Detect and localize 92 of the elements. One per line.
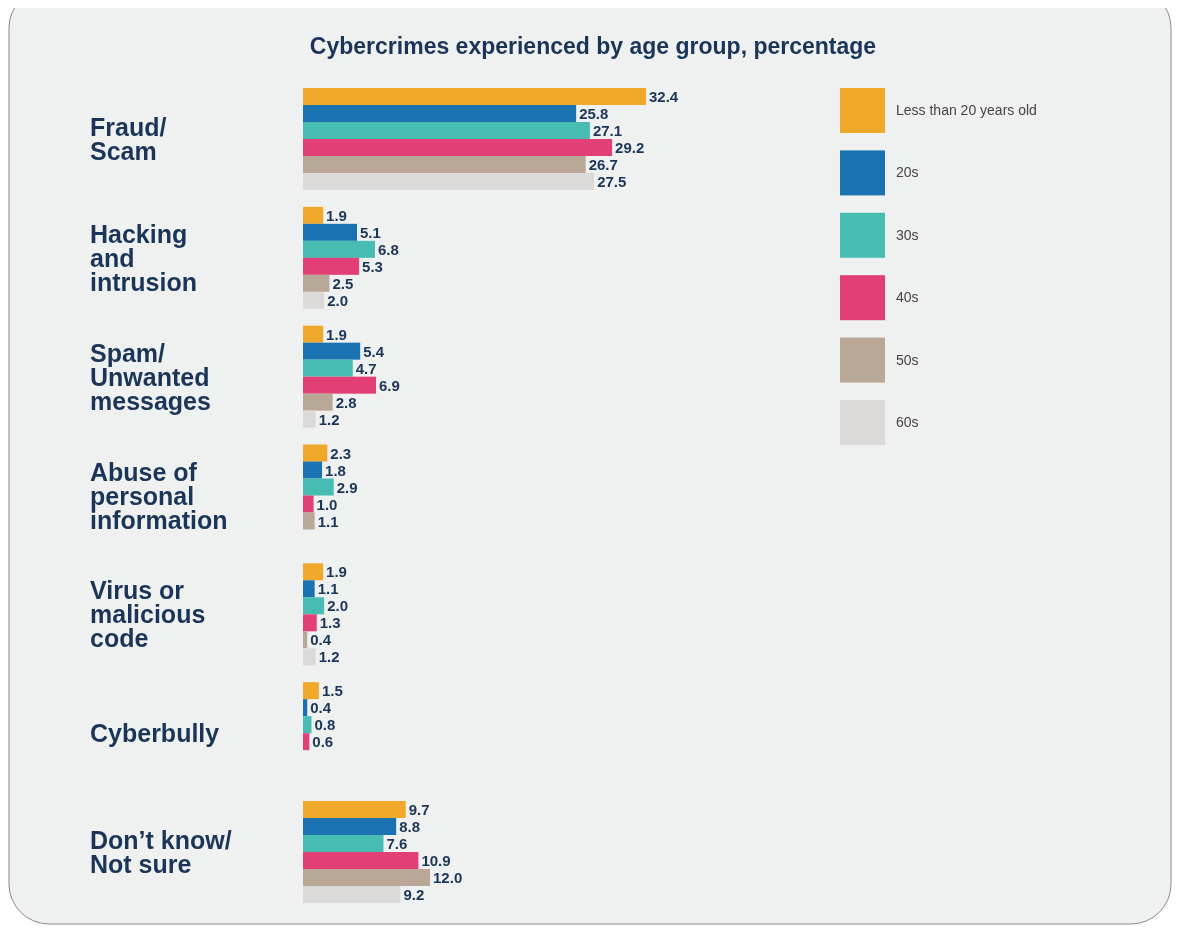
data-label: 1.9 bbox=[326, 325, 347, 343]
y-tick-label: Hacking and intrusion bbox=[90, 219, 197, 296]
data-label: 1.3 bbox=[319, 614, 341, 632]
data-label: 6.9 bbox=[379, 376, 400, 394]
bar bbox=[303, 563, 324, 581]
data-label: 2.0 bbox=[327, 291, 349, 309]
data-label: 9.7 bbox=[408, 801, 430, 818]
bar bbox=[303, 835, 384, 852]
data-label: 0.4 bbox=[310, 631, 332, 649]
data-label: 25.8 bbox=[579, 105, 609, 122]
bar bbox=[303, 461, 323, 479]
bar bbox=[303, 682, 319, 700]
text: 20s bbox=[896, 164, 919, 181]
bar bbox=[303, 716, 312, 734]
bar bbox=[303, 223, 357, 241]
data-label: 7.6 bbox=[386, 835, 408, 852]
data-label: 4.7 bbox=[355, 359, 377, 377]
data-label: 8.8 bbox=[399, 818, 421, 835]
bar bbox=[303, 291, 325, 309]
data-label: 2.3 bbox=[330, 444, 352, 462]
data-label: 1.1 bbox=[317, 512, 339, 530]
data-label: 0.4 bbox=[310, 699, 332, 717]
bar bbox=[303, 325, 324, 343]
data-label: 5.4 bbox=[363, 342, 385, 360]
data-label: 1.9 bbox=[326, 563, 347, 581]
bar bbox=[303, 342, 361, 360]
y-tick-label: Virus or malicious code bbox=[90, 576, 206, 653]
bar bbox=[303, 886, 401, 903]
data-label: 2.0 bbox=[327, 597, 349, 615]
text: 60s bbox=[896, 414, 919, 430]
bar bbox=[303, 614, 317, 632]
data-label: 27.1 bbox=[592, 122, 623, 139]
data-label: 29.2 bbox=[615, 139, 645, 156]
text: Less than 20 years old bbox=[896, 102, 1037, 118]
data-label: 26.7 bbox=[588, 156, 618, 173]
data-label: 5.1 bbox=[359, 223, 381, 241]
data-label: 5.3 bbox=[362, 257, 383, 275]
bar bbox=[303, 580, 315, 598]
data-label: 1.2 bbox=[318, 410, 340, 428]
bar bbox=[303, 393, 333, 411]
y-tick-label: Spam/ Unwanted messages bbox=[90, 338, 211, 415]
data-label: 1.0 bbox=[316, 495, 338, 513]
data-label: 1.8 bbox=[325, 461, 346, 479]
bar bbox=[303, 257, 360, 275]
text: 30s bbox=[896, 226, 919, 243]
bar bbox=[303, 512, 315, 530]
bar bbox=[303, 631, 308, 649]
bar bbox=[303, 648, 316, 666]
y-tick-label: Cyberbully bbox=[90, 719, 220, 748]
data-label: 12.0 bbox=[433, 869, 463, 886]
data-label: 1.1 bbox=[317, 580, 339, 598]
bar bbox=[303, 376, 377, 394]
bar bbox=[303, 206, 324, 224]
bar bbox=[303, 105, 577, 122]
y-tick-label: Abuse of personal information bbox=[90, 457, 228, 534]
bar bbox=[303, 495, 314, 513]
data-label: 9.2 bbox=[403, 886, 425, 903]
data-label: 2.9 bbox=[336, 478, 358, 496]
chart-title: Cybercrimes experienced by age group, percentage bbox=[309, 33, 877, 59]
data-label: 6.8 bbox=[377, 240, 399, 258]
data-label: 1.2 bbox=[318, 648, 340, 666]
bar bbox=[303, 869, 431, 886]
bar bbox=[303, 410, 316, 428]
bar bbox=[303, 359, 353, 377]
y-tick-label: Fraud/ Scam bbox=[90, 113, 167, 165]
data-label: 1.9 bbox=[326, 206, 347, 224]
bar bbox=[303, 139, 613, 156]
bar bbox=[303, 597, 325, 615]
data-label: 27.5 bbox=[597, 173, 627, 190]
bar bbox=[303, 444, 328, 462]
bar bbox=[303, 88, 646, 105]
bar bbox=[303, 240, 375, 258]
bar bbox=[303, 801, 406, 818]
bar bbox=[303, 122, 590, 139]
data-label: 32.4 bbox=[649, 88, 679, 105]
y-tick-label: Don’t know/ Not sure bbox=[90, 826, 232, 878]
bar bbox=[303, 274, 330, 292]
text: 40s bbox=[896, 289, 919, 306]
data-label: 10.9 bbox=[421, 852, 451, 869]
data-label: 1.5 bbox=[321, 682, 343, 700]
bar bbox=[303, 733, 310, 751]
bar bbox=[303, 852, 419, 869]
bar bbox=[303, 699, 308, 717]
bar bbox=[303, 173, 595, 190]
data-label: 2.5 bbox=[332, 274, 354, 292]
data-label: 0.8 bbox=[314, 716, 336, 734]
data-label: 0.6 bbox=[312, 733, 334, 751]
bar bbox=[303, 818, 397, 835]
data-label: 2.8 bbox=[335, 393, 357, 411]
bar bbox=[303, 478, 334, 496]
text: 50s bbox=[896, 351, 919, 368]
bar bbox=[303, 156, 586, 173]
